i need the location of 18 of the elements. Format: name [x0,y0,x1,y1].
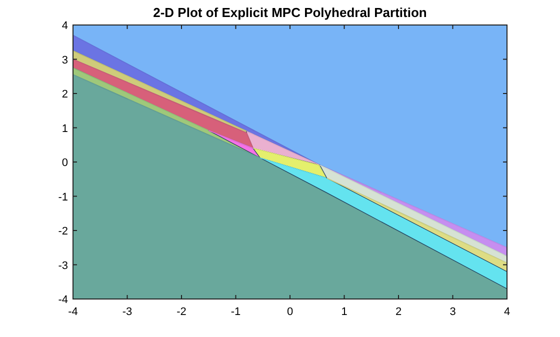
x-tick-label: 1 [341,306,348,318]
y-tick-label: 2 [62,88,68,100]
y-tick-label: 1 [62,122,68,135]
chart-title: 2-D Plot of Explicit MPC Polyhedral Partition [153,5,427,20]
y-tick-label: -3 [58,260,68,272]
y-tick-label: 4 [62,20,68,32]
x-tick-label: 3 [450,306,456,318]
x-tick-label: 0 [286,306,294,318]
x-tick-label: 2 [395,306,402,318]
y-tick-label: -4 [58,294,68,306]
y-tick-label: -2 [58,226,68,238]
y-tick-label: -1 [58,191,68,204]
x-tick-label: -2 [176,306,186,318]
y-tick-label: 3 [62,54,68,66]
x-tick-label: -1 [230,306,241,318]
x-tick-label: -3 [122,306,132,318]
x-tick-label: 4 [504,306,510,318]
y-tick-label: 0 [62,157,68,169]
